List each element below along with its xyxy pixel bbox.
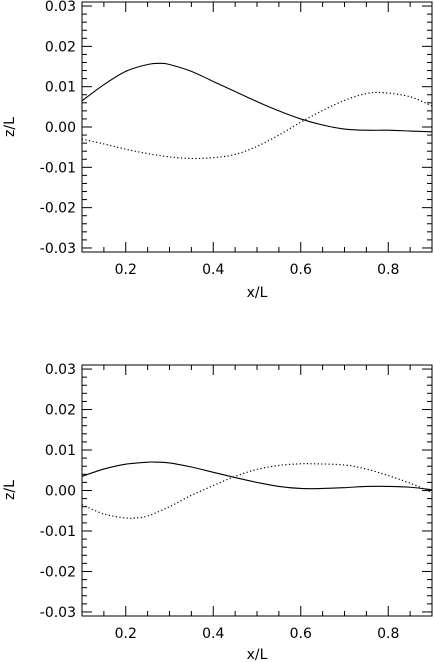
- y-axis-label: z/L: [2, 480, 18, 500]
- y-axis-label: z/L: [2, 117, 18, 137]
- x-tick-label: 0.2: [115, 262, 137, 278]
- solid-series-line: [82, 461, 432, 491]
- bottom-panel: 0.03 0.02 0.01 0.00 -0.01 -0.02 -0.03 0.2 0.4 0.6…: [2, 362, 433, 662]
- y-tick-label: -0.01: [40, 524, 76, 540]
- y-tick-label: 0.00: [45, 120, 76, 136]
- y-tick-label: 0.00: [45, 484, 76, 500]
- y-tick-label: 0.01: [45, 443, 76, 459]
- y-tick-label: 0.02: [45, 403, 76, 419]
- y-tick-label: -0.03: [40, 605, 76, 621]
- plot-frame: [81, 1, 433, 253]
- top-panel: 0.03 0.02 0.01 0.00 -0.01 -0.02 -0.03 0.2 0.4 0.6…: [2, 0, 433, 301]
- plot-frame: [81, 364, 433, 617]
- x-axis-label: x/L: [247, 285, 268, 301]
- y-tick-label: 0.03: [45, 362, 76, 378]
- y-tick-label: 0.02: [45, 39, 76, 55]
- x-tick-label: 0.4: [202, 262, 224, 278]
- x-axis-label: x/L: [247, 647, 268, 662]
- y-tick-label: -0.02: [40, 564, 76, 580]
- dotted-series-line: [82, 91, 432, 160]
- dotted-series-line: [82, 463, 432, 520]
- x-tick-label: 0.2: [115, 626, 137, 642]
- x-tick-label: 0.8: [377, 262, 399, 278]
- y-tick-label: 0.01: [45, 80, 76, 96]
- x-tick-label: 0.6: [290, 262, 312, 278]
- x-tick-label: 0.6: [290, 626, 312, 642]
- x-tick-label: 0.8: [377, 626, 399, 642]
- solid-series-line: [82, 62, 432, 133]
- x-tick-label: 0.4: [202, 626, 224, 642]
- y-tick-label: -0.02: [40, 201, 76, 217]
- y-tick-label: -0.03: [40, 241, 76, 257]
- y-tick-label: 0.03: [45, 0, 76, 15]
- y-tick-label: -0.01: [40, 160, 76, 176]
